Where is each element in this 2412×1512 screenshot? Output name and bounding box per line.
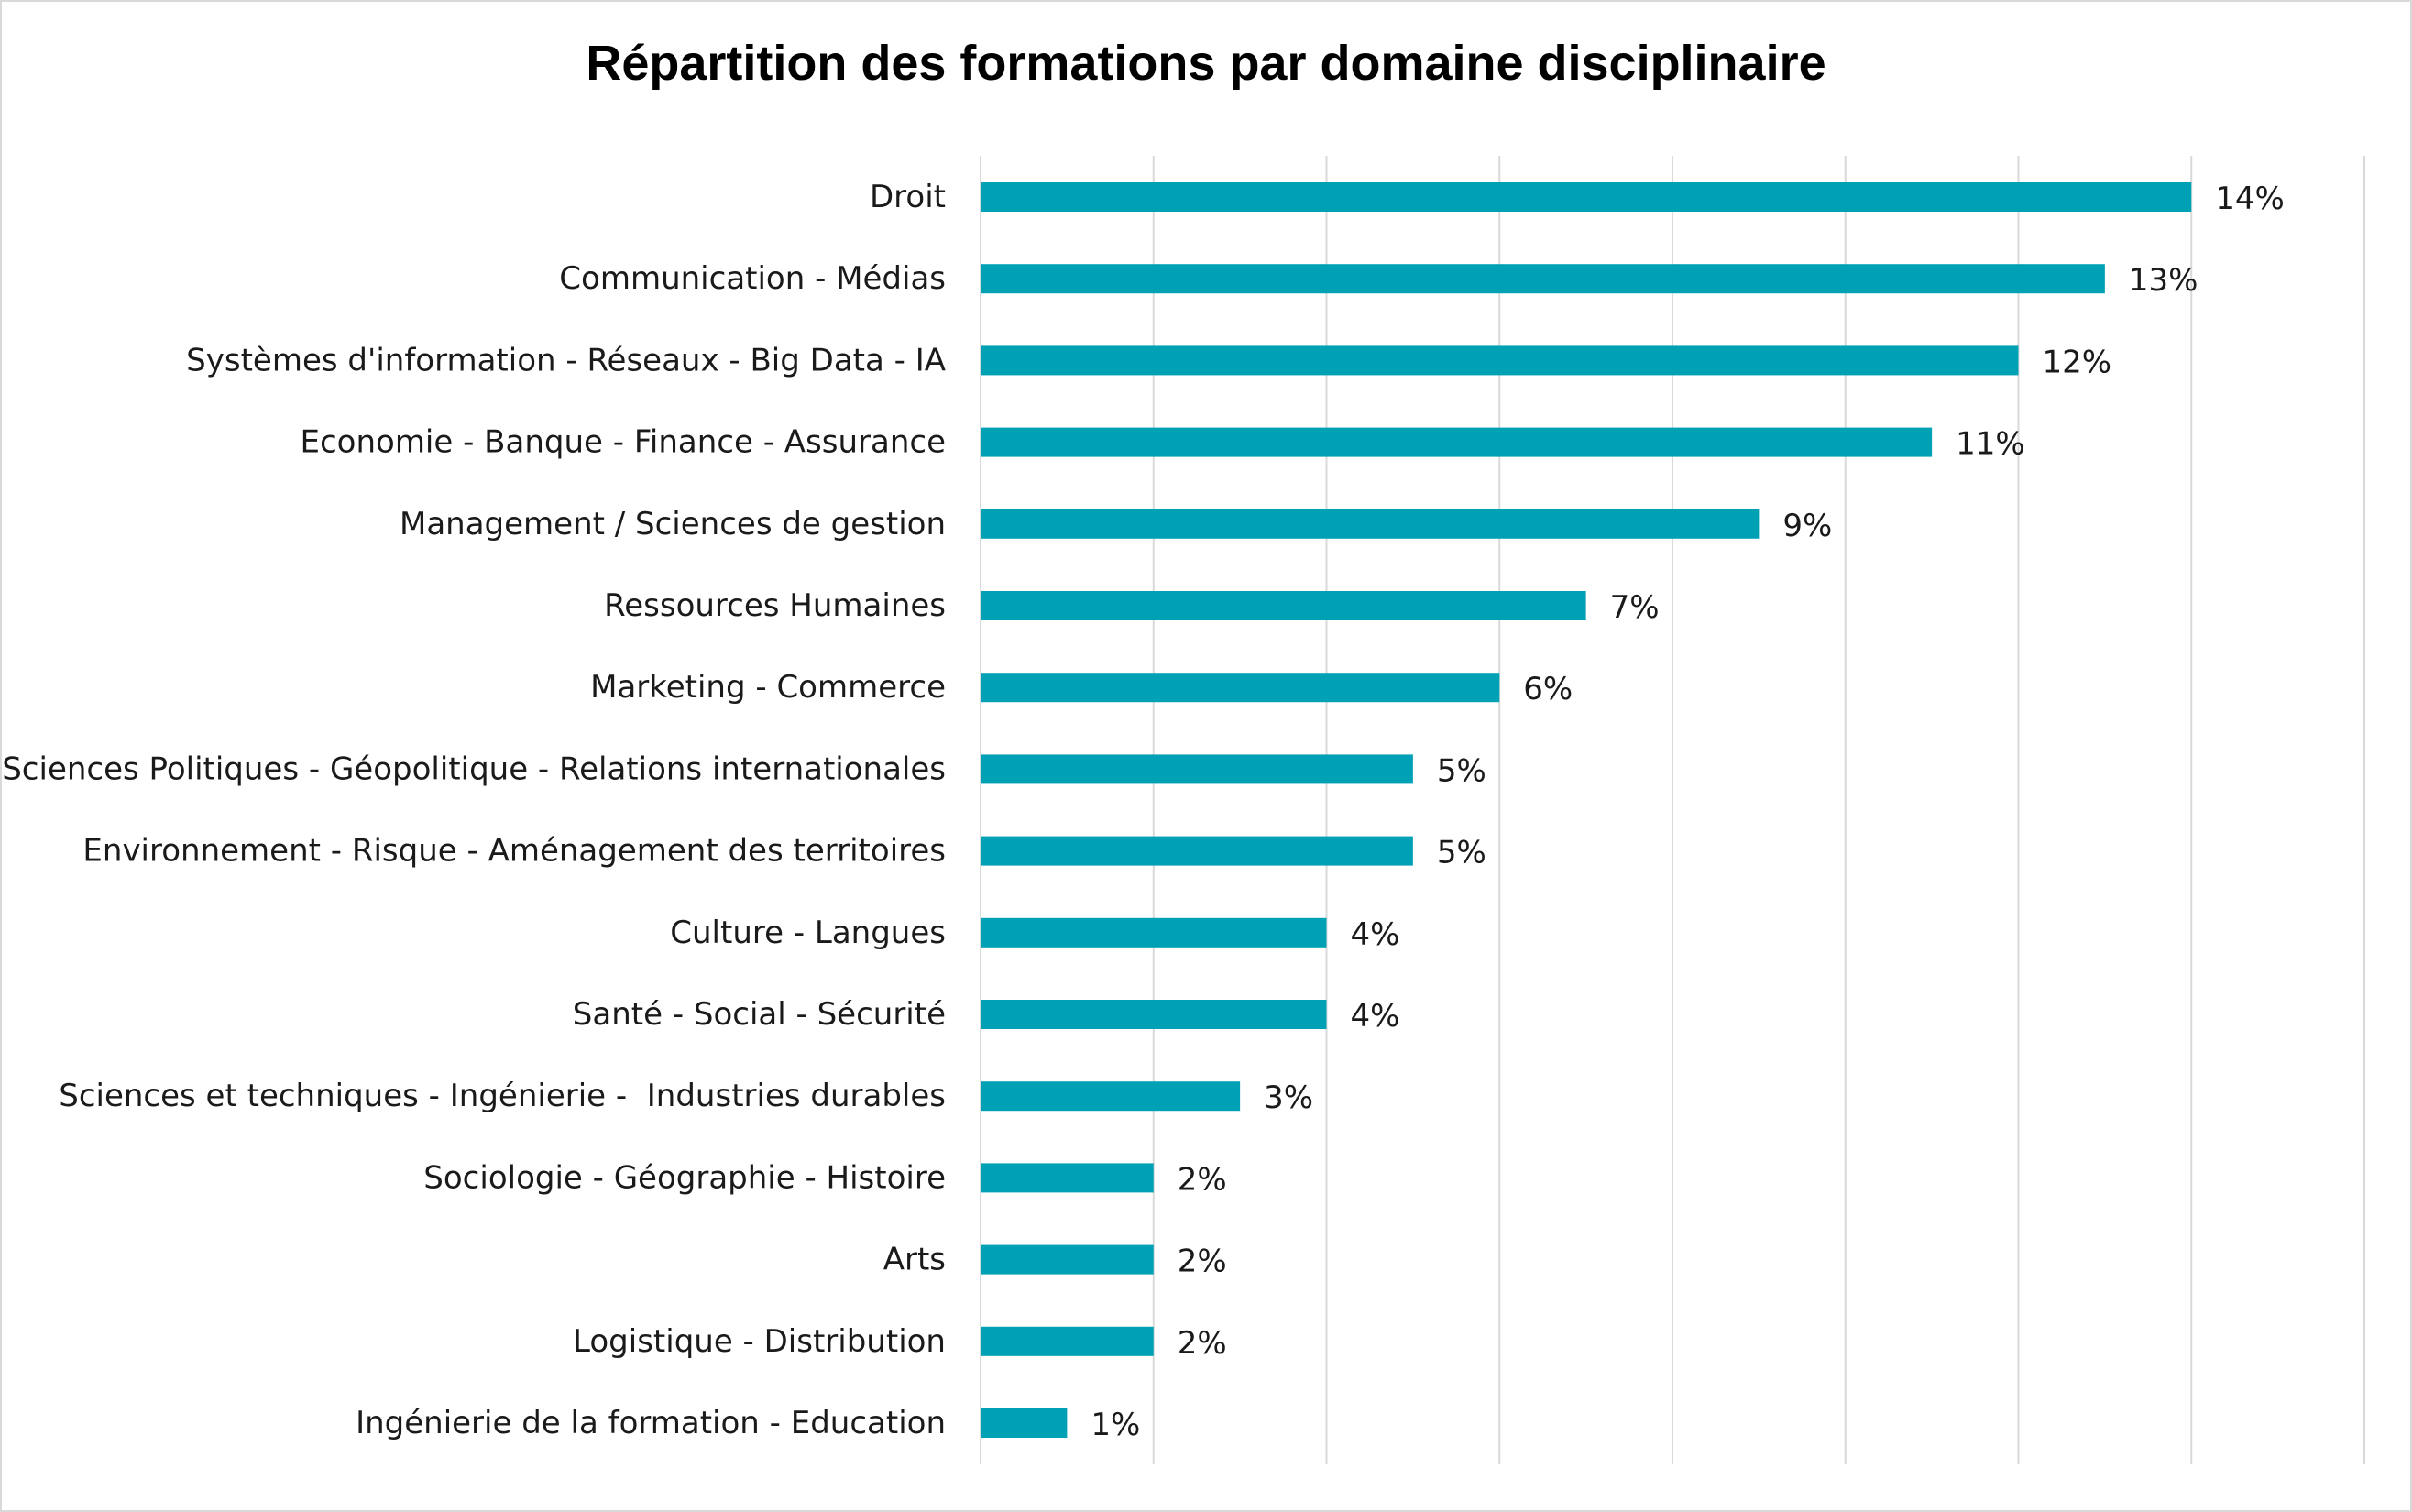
bar [981,1163,1154,1193]
bar [981,509,1760,539]
data-label: 6% [1523,671,1573,707]
chart-title: Répartition des formations par domaine d… [586,36,1826,91]
data-label: 5% [1437,752,1486,789]
category-label: Marketing - Commerce [590,669,946,706]
bar [981,591,1586,620]
data-label: 9% [1782,508,1832,544]
bar [981,1408,1068,1438]
category-label: Communication - Médias [559,260,946,297]
data-label: 14% [2215,181,2285,217]
bar [981,264,2105,294]
category-label: Economie - Banque - Finance - Assurance [300,424,946,461]
bar [981,673,1500,703]
category-label: Sociologie - Géographie - Histoire [423,1159,946,1196]
category-label: Culture - Langues [670,915,946,951]
bars [981,182,2192,1438]
bar [981,1081,1241,1112]
data-labels: 14% 13% 12% 11% 9% 7% 6% 5% 5% 4% 4% 3% 2% 2% 2% 1% [1091,181,2284,1443]
data-label: 4% [1351,916,1400,953]
data-label: 2% [1178,1161,1227,1198]
data-label: 1% [1091,1407,1140,1443]
category-label: Environnement - Risque - Aménagement des… [82,833,946,870]
bar [981,182,2192,212]
category-label: Sciences Politiques - Géopolitique - Rel… [2,751,946,787]
data-label: 13% [2129,262,2198,299]
bar [981,345,2019,376]
data-label: 4% [1351,998,1400,1035]
category-label: Ressources Humaines [604,587,946,624]
data-label: 12% [2043,344,2112,380]
bar [981,917,1327,948]
data-label: 5% [1437,835,1486,871]
bar [981,836,1413,866]
category-label: Management / Sciences de gestion [400,506,946,542]
data-label: 11% [1956,426,2025,463]
data-label: 7% [1610,589,1660,626]
bar [981,754,1413,784]
data-label: 3% [1264,1079,1313,1116]
category-label: Santé - Social - Sécurité [573,996,946,1033]
category-label: Ingénierie de la formation - Education [356,1405,946,1441]
category-label: Logistique - Distribution [573,1323,946,1360]
bar [981,1244,1154,1275]
category-labels: Droit Communication - Médias Systèmes d'in… [2,179,946,1441]
category-label: Droit [870,179,946,215]
category-label: Arts [883,1242,946,1278]
category-label: Systèmes d'information - Réseaux - Big D… [186,342,946,378]
data-label: 2% [1178,1244,1227,1280]
bar [981,1326,1154,1356]
data-label: 2% [1178,1325,1227,1362]
bar [981,427,1933,457]
bar [981,1000,1327,1029]
category-label: Sciences et techniques - Ingénierie - In… [59,1078,946,1114]
